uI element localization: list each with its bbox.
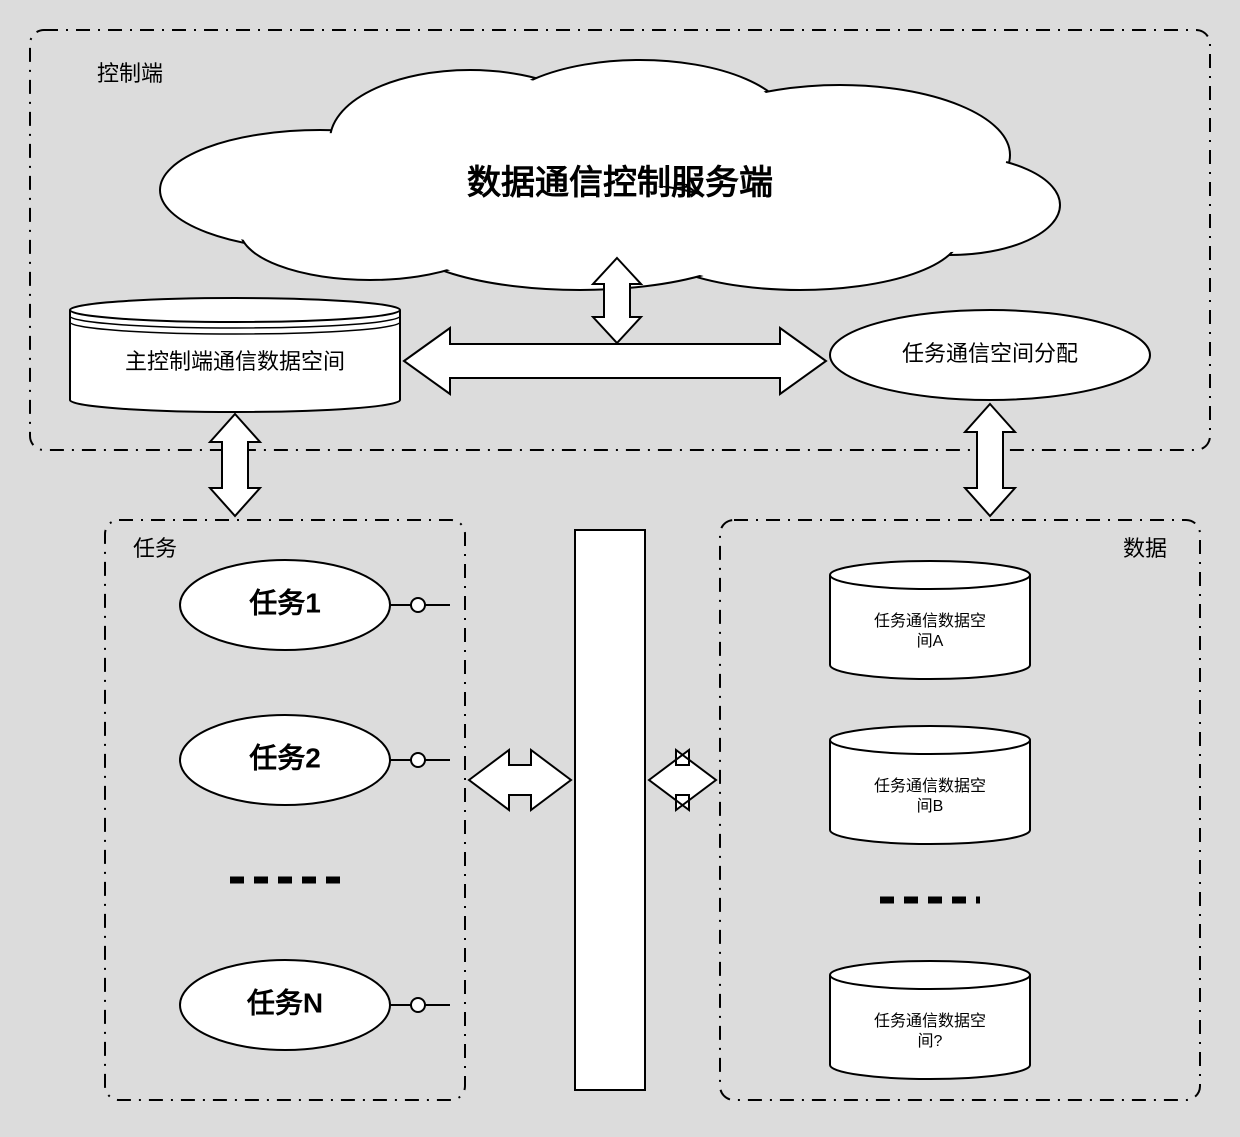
control-panel-label: 控制端 xyxy=(97,61,163,86)
svg-text:间?: 间? xyxy=(918,1032,943,1050)
task-label: 任务2 xyxy=(248,742,321,773)
data-panel-label: 数据 xyxy=(1123,536,1167,561)
svg-text:间A: 间A xyxy=(917,632,944,650)
data-space-node: 任务通信数据空间? xyxy=(830,961,1030,1079)
diagram-root: 控制端数据通信控制服务端主控制端通信数据空间 任务通信空间分配任务任务1 任务2 任务… xyxy=(0,0,1240,1137)
data-space-node: 任务通信数据空间B xyxy=(830,726,1030,844)
cloud-label: 数据通信控制服务端 xyxy=(467,164,773,202)
task-alloc-node: 任务通信空间分配 xyxy=(830,310,1150,400)
diagram-svg: 控制端数据通信控制服务端主控制端通信数据空间 任务通信空间分配任务任务1 任务2 任务… xyxy=(0,0,1240,1137)
task-label: 任务N xyxy=(246,987,323,1018)
data-space-node: 任务通信数据空间A xyxy=(830,561,1030,679)
task-panel-label: 任务 xyxy=(133,536,177,561)
main-comm-space-label: 主控制端通信数据空间 xyxy=(125,349,345,374)
svg-text:任务通信数据空: 任务通信数据空 xyxy=(874,612,986,630)
bus-bar xyxy=(575,530,645,1090)
svg-text:任务通信数据空: 任务通信数据空 xyxy=(874,777,986,795)
task-label: 任务1 xyxy=(248,587,321,618)
main-comm-space-node: 主控制端通信数据空间 xyxy=(70,298,400,412)
task-alloc-label: 任务通信空间分配 xyxy=(902,341,1078,366)
svg-text:间B: 间B xyxy=(917,797,944,815)
svg-text:任务通信数据空: 任务通信数据空 xyxy=(874,1012,986,1030)
